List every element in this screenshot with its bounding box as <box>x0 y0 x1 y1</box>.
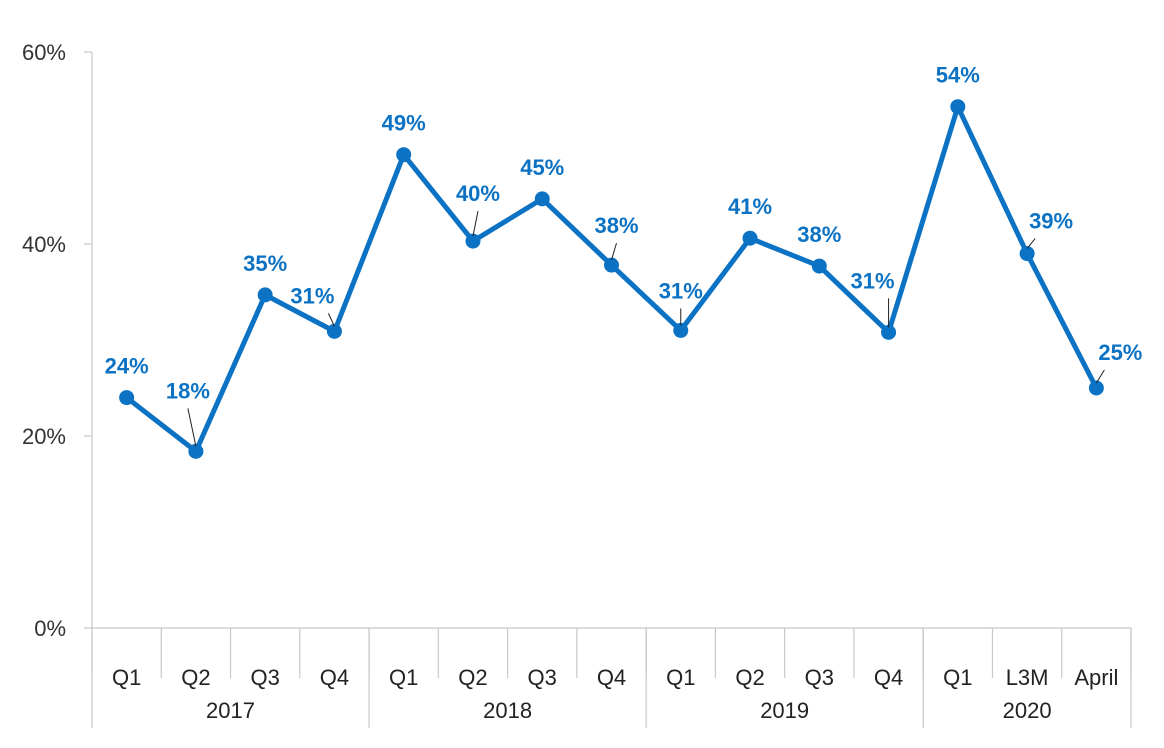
data-label: 25% <box>1098 340 1142 365</box>
data-label: 18% <box>166 378 210 403</box>
data-point <box>1088 380 1104 396</box>
data-point <box>881 324 897 340</box>
x-tick-label: Q1 <box>943 665 972 690</box>
data-point <box>811 258 827 274</box>
x-tick-label: Q3 <box>805 665 834 690</box>
series-line <box>119 99 1104 459</box>
x-tick-label: Q3 <box>528 665 557 690</box>
data-point <box>534 191 550 207</box>
data-label: 40% <box>456 181 500 206</box>
data-point <box>465 233 481 249</box>
data-label: 31% <box>851 268 895 293</box>
x-tick-label: Q2 <box>735 665 764 690</box>
y-tick-label: 60% <box>22 40 66 65</box>
data-point <box>326 323 342 339</box>
data-label: 31% <box>290 283 334 308</box>
data-label: 35% <box>243 251 287 276</box>
y-tick-label: 0% <box>34 616 66 641</box>
y-tick-label: 20% <box>22 424 66 449</box>
data-point <box>1019 246 1035 262</box>
x-tick-label: Q3 <box>250 665 279 690</box>
x-tick-label: Q1 <box>389 665 418 690</box>
data-point <box>257 287 273 303</box>
series-path <box>124 104 1099 454</box>
y-axis: 0% 20% 40% 60% <box>22 40 93 641</box>
label-leader-line <box>1026 238 1036 249</box>
label-leader-line <box>611 242 617 261</box>
data-point <box>950 99 966 115</box>
x-tick-label: Q4 <box>597 665 626 690</box>
label-leader-line <box>472 211 479 237</box>
data-point <box>188 443 204 459</box>
x-tick-label: Q1 <box>112 665 141 690</box>
data-label: 41% <box>728 194 772 219</box>
data-point <box>742 230 758 246</box>
data-label: 31% <box>659 278 703 303</box>
data-label: 45% <box>520 155 564 180</box>
x-tick-label: Q1 <box>666 665 695 690</box>
data-label: 49% <box>382 111 426 136</box>
data-labels: 24%18%35%31%49%40%45%38%31%41%38%31%54%3… <box>105 63 1142 447</box>
label-leader-line <box>1095 369 1105 384</box>
data-label: 38% <box>594 213 638 238</box>
data-label: 24% <box>105 354 149 379</box>
data-point <box>119 390 135 406</box>
x-tick-label: Q4 <box>874 665 903 690</box>
group-label: 2019 <box>760 698 809 723</box>
x-tick-label: Q2 <box>458 665 487 690</box>
data-point <box>604 257 619 273</box>
data-point <box>396 147 412 163</box>
x-tick-label: Q2 <box>181 665 210 690</box>
group-label: 2020 <box>1003 698 1052 723</box>
x-axis: Q1 Q2 Q3 Q4 Q1 Q2 Q3 Q4 Q1 Q2 Q3 Q4 Q1 L3M April 2017 20… <box>91 627 1132 728</box>
x-tick-label: April <box>1074 665 1118 690</box>
data-point <box>673 322 689 338</box>
x-tick-label: Q4 <box>320 665 349 690</box>
y-tick-label: 40% <box>22 232 66 257</box>
label-leader-line <box>327 313 335 327</box>
data-label: 54% <box>936 63 980 88</box>
group-label: 2017 <box>206 698 255 723</box>
data-label: 38% <box>797 222 841 247</box>
label-leader-line <box>187 408 197 447</box>
data-label: 39% <box>1029 209 1073 234</box>
x-tick-label: L3M <box>1006 665 1049 690</box>
group-label: 2018 <box>483 698 532 723</box>
